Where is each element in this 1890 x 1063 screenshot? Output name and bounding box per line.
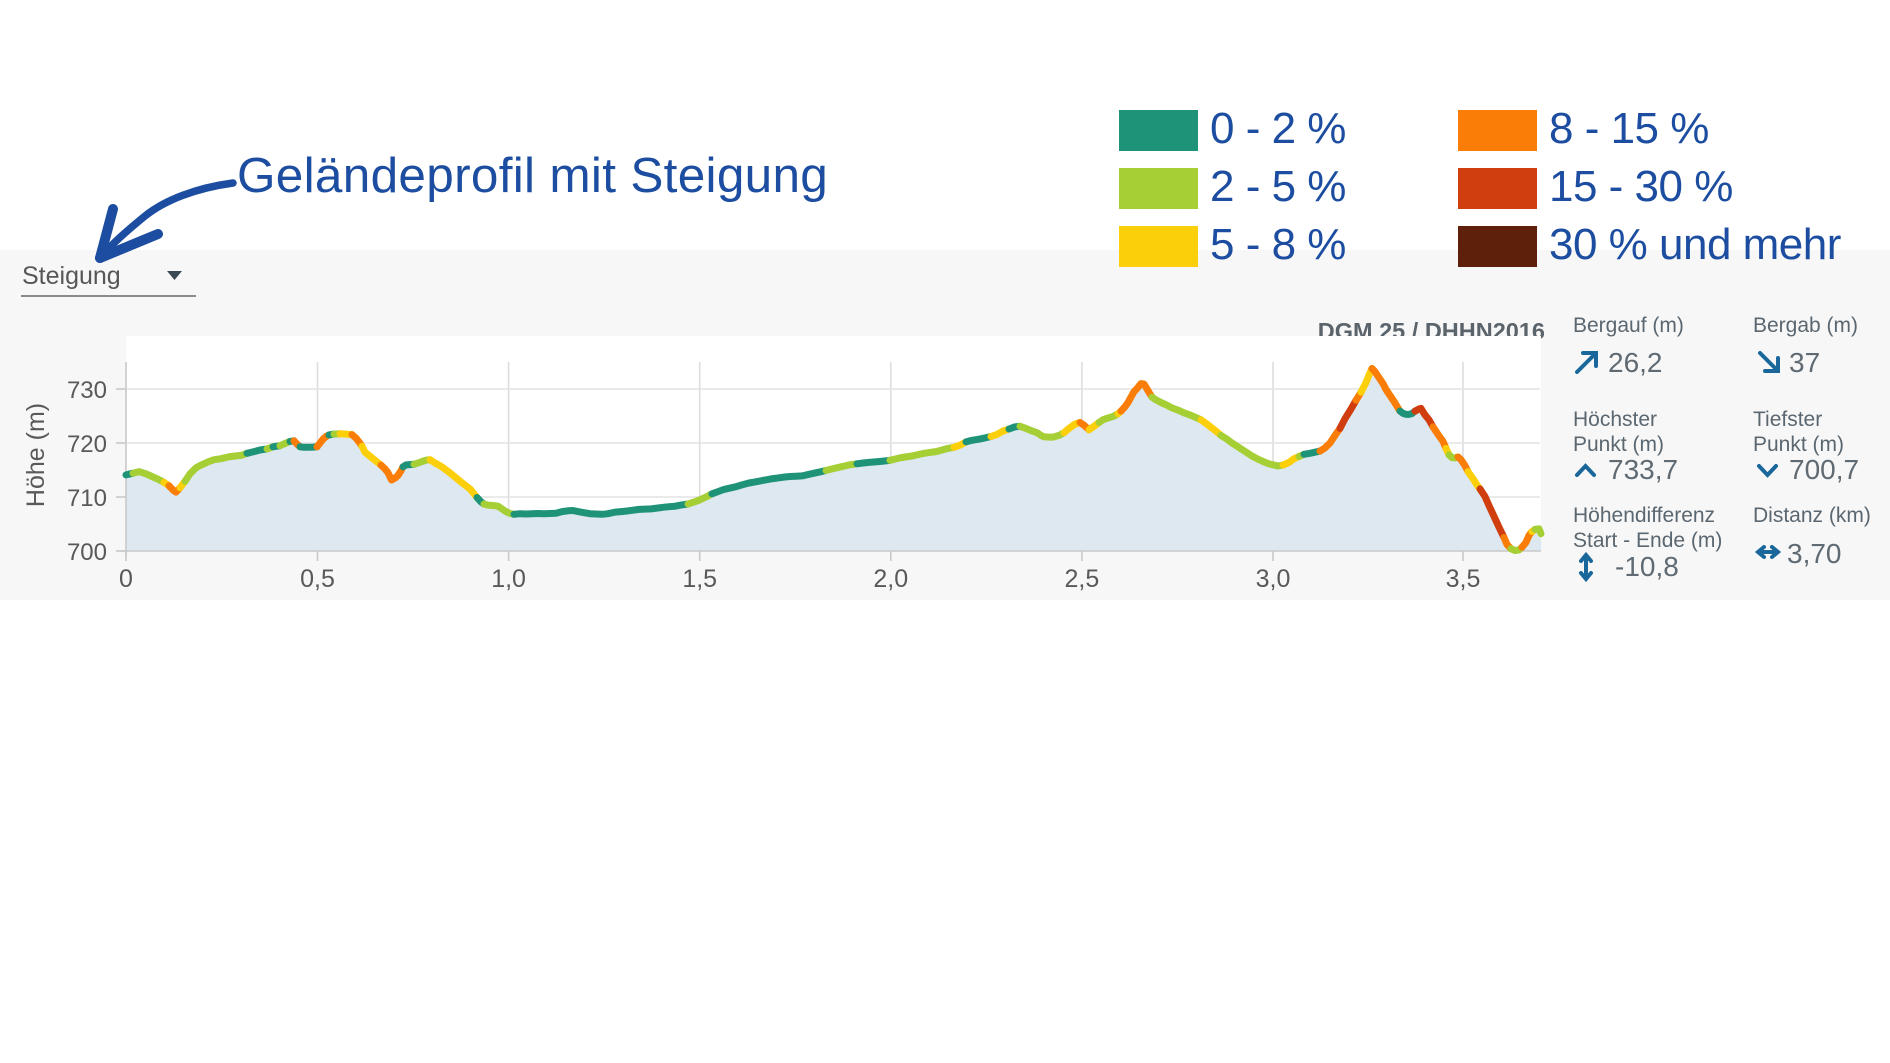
svg-text:0,5: 0,5: [300, 565, 335, 593]
svg-text:730: 730: [67, 377, 107, 404]
svg-text:0: 0: [119, 565, 133, 593]
svg-text:1,0: 1,0: [491, 565, 526, 593]
svg-text:3,0: 3,0: [1256, 565, 1291, 593]
svg-text:Höhe (m): Höhe (m): [22, 403, 50, 507]
svg-text:2,0: 2,0: [873, 565, 908, 593]
svg-text:1,5: 1,5: [682, 565, 717, 593]
svg-text:3,5: 3,5: [1446, 565, 1481, 593]
svg-text:2,5: 2,5: [1065, 565, 1100, 593]
svg-text:700: 700: [67, 539, 107, 566]
svg-text:710: 710: [67, 485, 107, 512]
svg-text:720: 720: [67, 431, 107, 458]
